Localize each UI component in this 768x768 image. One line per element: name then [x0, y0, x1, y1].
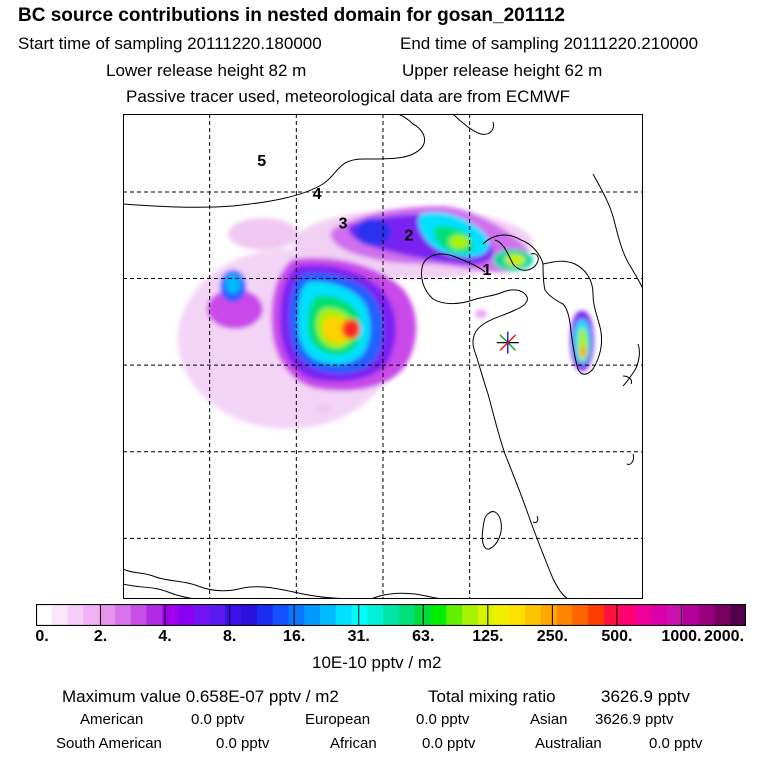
start-time-label: Start time of sampling 20111220.180000	[18, 34, 322, 53]
colorbar-tick-label: 2000.	[703, 628, 745, 645]
trajectory-marker-1: 1	[483, 262, 492, 279]
colorbar-swatch	[351, 604, 368, 626]
colorbar-tick-label: 2.	[93, 628, 108, 645]
colorbar-swatch	[383, 604, 400, 626]
colorbar-swatch	[114, 604, 132, 626]
concentration-field	[178, 206, 594, 429]
colorbar-swatch	[509, 604, 526, 626]
colorbar	[36, 604, 746, 626]
end-time-label: End time of sampling 20111220.210000	[400, 34, 699, 53]
colorbar-tick-label: 250.	[536, 628, 568, 645]
lower-height-label: Lower release height 82 m	[106, 61, 307, 80]
source-value: 0.0 pptv	[422, 735, 476, 752]
colorbar-swatch	[635, 604, 652, 626]
colorbar-swatch	[146, 604, 163, 626]
source-value: 0.0 pptv	[649, 735, 703, 752]
colorbar-swatch	[51, 604, 68, 626]
colorbar-swatch	[730, 604, 746, 626]
receptor-star-ray	[499, 334, 517, 351]
colorbar-swatch	[493, 604, 510, 626]
colorbar-swatch	[651, 604, 668, 626]
colorbar-swatch	[304, 604, 321, 626]
colorbar-swatch	[540, 604, 558, 626]
source-name: Asian	[530, 711, 568, 728]
trajectory-marker-5: 5	[257, 153, 266, 170]
trajectory-marker-2: 2	[405, 227, 414, 244]
source-value: 0.0 pptv	[191, 711, 245, 728]
colorbar-swatch	[178, 604, 195, 626]
colorbar-swatch	[398, 604, 416, 626]
colorbar-tick-label: 0.	[35, 628, 49, 645]
colorbar-swatch	[272, 604, 289, 626]
colorbar-swatch	[162, 604, 179, 626]
colorbar-swatch	[83, 604, 100, 626]
colorbar-swatch	[619, 604, 636, 626]
colorbar-tick-label: 500.	[601, 628, 633, 645]
plot-title: BC source contributions in nested domain…	[18, 5, 565, 26]
colorbar-swatch	[572, 604, 589, 626]
colorbar-tick-label: 125.	[472, 628, 504, 645]
source-name: American	[80, 711, 144, 728]
colorbar-tick-label: 63.	[412, 628, 435, 645]
source-value: 0.0 pptv	[216, 735, 270, 752]
colorbar-swatch	[414, 604, 431, 626]
source-value: 3626.9 pptv	[595, 711, 674, 728]
colorbar-units: 10E-10 pptv / m2	[312, 653, 442, 672]
colorbar-border	[36, 604, 746, 626]
colorbar-swatch	[667, 604, 684, 626]
colorbar-swatch	[682, 604, 700, 626]
colorbar-swatch	[698, 604, 715, 626]
colorbar-tick-label: 4.	[158, 628, 172, 645]
colorbar-swatch	[714, 604, 731, 626]
map-frame	[123, 114, 643, 599]
total-mixing-label: Total mixing ratio	[428, 687, 556, 706]
tracer-note: Passive tracer used, meteorological data…	[126, 87, 571, 106]
colorbar-swatch	[462, 604, 479, 626]
colorbar-swatch	[67, 604, 84, 626]
colorbar-tick-label: 16.	[283, 628, 306, 645]
colorbar-swatch	[556, 604, 573, 626]
colorbar-swatch	[430, 604, 447, 626]
colorbar-swatch	[477, 604, 494, 626]
colorbar-swatch	[36, 604, 53, 626]
max-value-label: Maximum value 0.658E-07 pptv / m2	[62, 687, 339, 706]
colorbar-swatch	[225, 604, 242, 626]
receptor-star-icon	[496, 331, 519, 354]
colorbar-swatch	[604, 604, 621, 626]
colorbar-swatch	[256, 604, 274, 626]
source-name: Australian	[535, 735, 602, 752]
source-name: South American	[56, 735, 162, 752]
colorbar-swatch	[99, 604, 116, 626]
map-panel: 123456	[123, 114, 643, 599]
colorbar-swatch	[193, 604, 210, 626]
source-name: African	[330, 735, 377, 752]
colorbar-swatch	[367, 604, 384, 626]
colorbar-swatch	[288, 604, 305, 626]
colorbar-swatch	[588, 604, 605, 626]
lat-lon-grid	[123, 114, 643, 599]
upper-height-label: Upper release height 62 m	[402, 61, 603, 80]
colorbar-swatch	[446, 604, 463, 626]
trajectory-marker-4: 4	[313, 186, 322, 203]
trajectory-marker-3: 3	[339, 215, 348, 232]
colorbar-swatch	[335, 604, 352, 626]
colorbar-swatch	[320, 604, 337, 626]
colorbar-swatch	[130, 604, 147, 626]
colorbar-swatch	[525, 604, 542, 626]
colorbar-tick-label: 8.	[222, 628, 237, 645]
colorbar-tick-label: 1000.	[661, 628, 702, 645]
colorbar-swatch	[209, 604, 226, 626]
source-name: European	[305, 711, 371, 728]
colorbar-swatch	[241, 604, 258, 626]
source-value: 0.0 pptv	[416, 711, 470, 728]
colorbar-tick-label: 31.	[347, 628, 370, 645]
total-mixing-value: 3626.9 pptv	[601, 687, 690, 706]
